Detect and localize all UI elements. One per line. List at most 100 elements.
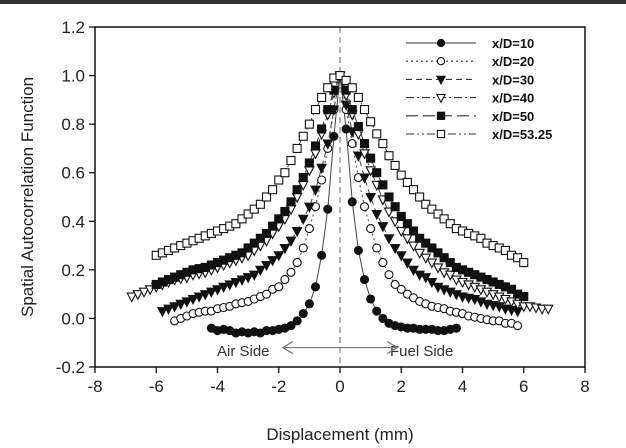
data-point [317, 175, 327, 185]
data-point [365, 192, 377, 204]
data-point [249, 204, 259, 214]
data-point [402, 219, 412, 229]
data-point [415, 192, 425, 202]
data-point [439, 214, 449, 224]
data-point [408, 241, 419, 252]
fuel-side-label: Fuel Side [390, 343, 453, 360]
data-point [187, 294, 199, 306]
data-point [316, 163, 328, 175]
data-point [396, 170, 406, 180]
data-point [292, 143, 302, 153]
data-point [267, 256, 279, 267]
data-point [519, 292, 529, 302]
data-point [304, 224, 314, 234]
legend-label: x/D=53.25 [492, 127, 552, 142]
data-point [322, 139, 334, 150]
y-tick-label: 0.4 [61, 212, 85, 231]
data-point [298, 309, 308, 319]
data-point [286, 321, 296, 331]
data-point [347, 105, 357, 115]
data-point [292, 185, 302, 195]
data-point [261, 260, 272, 272]
data-point [169, 302, 181, 313]
data-point [439, 253, 449, 263]
data-point [366, 153, 376, 163]
data-point [230, 277, 242, 289]
data-point [224, 280, 236, 291]
data-point [249, 238, 259, 248]
air-side-label: Air Side [217, 343, 270, 360]
data-point [236, 275, 248, 286]
data-point [433, 248, 443, 258]
data-point [408, 265, 419, 277]
data-point [261, 192, 272, 202]
data-point [421, 199, 431, 209]
data-point [279, 243, 291, 255]
data-point [243, 209, 253, 219]
y-tick-label: 1.2 [61, 18, 85, 37]
direction-arrow-right-head [386, 341, 399, 355]
data-point [372, 129, 382, 139]
data-point [353, 122, 363, 132]
data-point [297, 214, 309, 226]
y-tick-label: 0.8 [61, 115, 85, 134]
y-tick-label: 0.0 [61, 309, 85, 328]
data-point [274, 175, 284, 185]
data-point [451, 323, 461, 333]
legend-marker [435, 93, 447, 104]
data-point [396, 211, 406, 221]
data-point [353, 245, 363, 255]
data-point [273, 251, 285, 262]
data-point [323, 204, 333, 214]
data-point [280, 207, 290, 217]
data-point [280, 168, 290, 178]
data-point [310, 141, 321, 151]
data-point [286, 267, 296, 277]
data-point [261, 289, 272, 299]
data-point [218, 282, 230, 294]
data-point [292, 258, 302, 268]
data-point [372, 306, 382, 316]
data-point [341, 75, 351, 85]
data-point [371, 209, 383, 221]
data-point [384, 192, 394, 202]
legend-marker [436, 129, 446, 139]
data-point [390, 160, 400, 170]
data-point [377, 222, 389, 233]
data-point [352, 151, 364, 162]
data-point [378, 258, 388, 268]
data-point [513, 253, 523, 263]
y-axis-label: Spatial Autocorrelation Function [18, 77, 37, 317]
x-tick-label: 0 [335, 377, 344, 396]
data-point [432, 263, 444, 274]
data-point [378, 313, 388, 323]
data-point [384, 270, 394, 280]
data-point [298, 131, 308, 141]
x-tick-label: -8 [87, 377, 102, 396]
data-point [347, 197, 357, 207]
x-tick-label: -4 [210, 377, 225, 396]
data-point [323, 105, 333, 115]
y-tick-label: 0.6 [61, 164, 85, 183]
legend-label: x/D=40 [492, 91, 534, 106]
x-tick-label: 8 [580, 377, 589, 396]
data-point [292, 316, 302, 326]
data-point [359, 173, 370, 184]
data-point [383, 234, 395, 245]
legend-marker [435, 75, 447, 86]
data-point [181, 297, 193, 308]
data-point [359, 139, 370, 149]
data-point [298, 173, 308, 183]
legend: x/D=10 x/D=20 x/D=30 x/D=40 x/D=50 x/D=53.25 [406, 36, 552, 142]
data-point [420, 273, 432, 284]
data-point [396, 284, 406, 294]
data-point [193, 292, 205, 303]
data-point [378, 180, 388, 190]
data-point [261, 228, 272, 238]
data-point [506, 284, 517, 294]
data-point [513, 321, 523, 331]
data-point [132, 290, 144, 301]
data-point [335, 71, 345, 81]
